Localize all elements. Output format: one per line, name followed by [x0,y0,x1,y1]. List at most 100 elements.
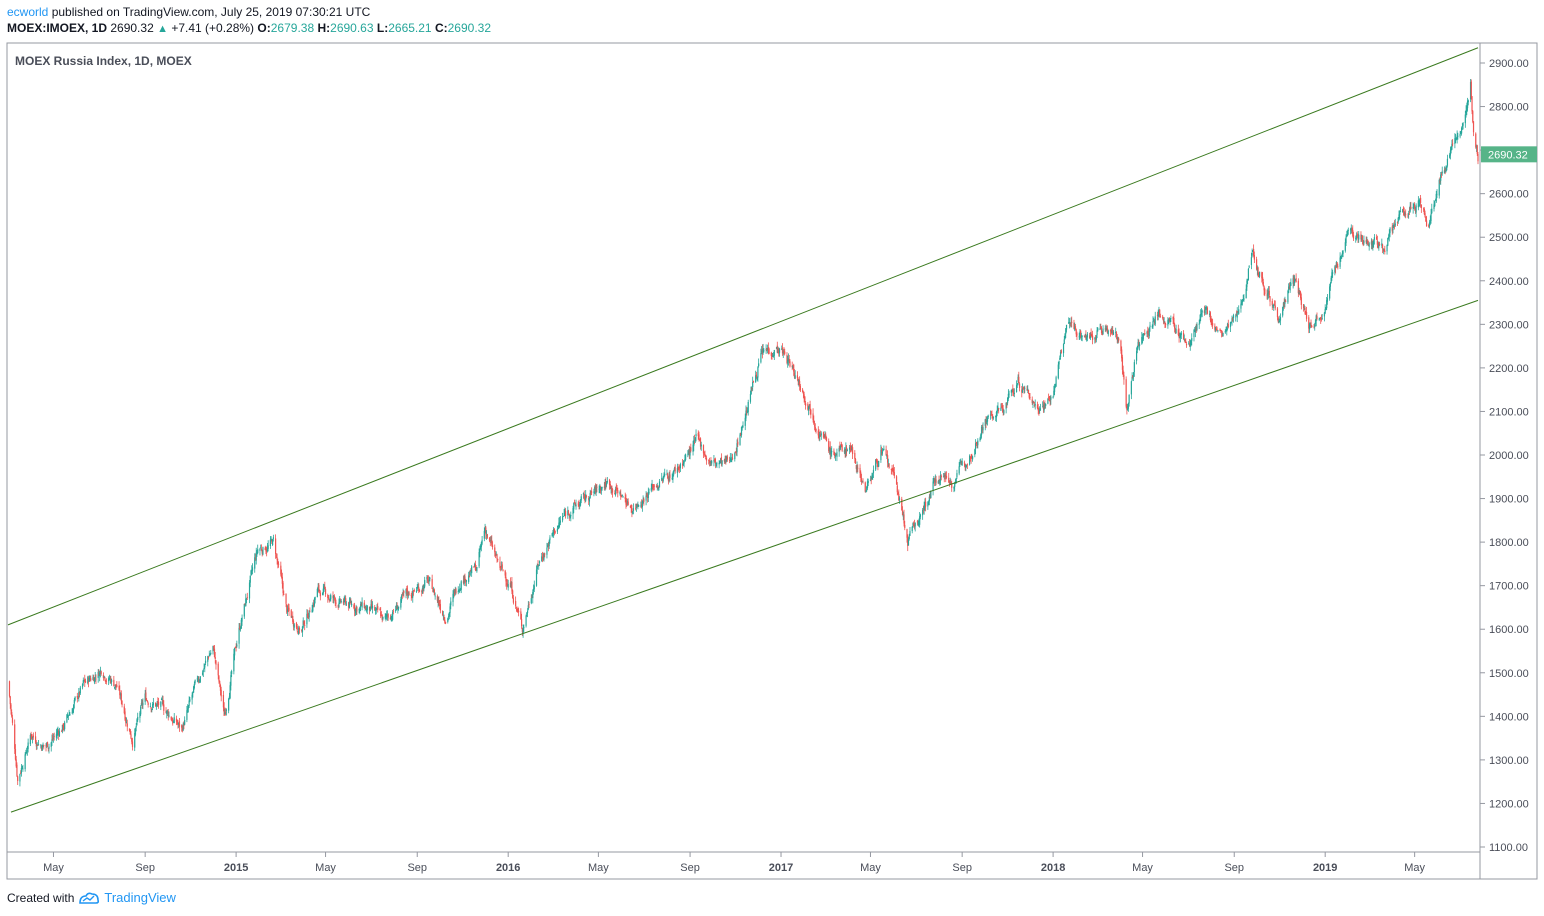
candle-body [875,458,878,461]
candle-body [642,498,644,502]
candle-body [772,355,774,357]
candle-body [111,679,113,683]
candle-body [697,432,699,437]
candle-body [687,450,690,454]
low-value: 2665.21 [388,21,432,35]
candle-body [1212,322,1214,326]
candle-body [918,523,920,525]
candle-body [622,496,624,497]
candle-body [794,375,796,379]
candle-body [709,462,711,464]
candle-body [292,615,294,622]
candle-body [365,607,367,610]
candle-body [1469,82,1472,100]
candle-body [512,598,515,603]
candle-body [421,587,424,594]
candle-body [1360,234,1362,240]
candle-body [1039,408,1042,410]
candle-body [1044,404,1046,406]
candle-body [1011,389,1013,392]
candle-body [229,685,231,699]
price-axis[interactable]: 2900.002800.002700.002600.002500.002400.… [1480,58,1529,854]
candle-body [1191,338,1193,341]
candle-body [406,588,408,592]
candle-body [1257,267,1259,275]
candle-body [1262,281,1264,287]
candle-body [408,592,410,596]
candle-body [32,735,34,738]
candle-body [975,442,977,443]
candle-body [1345,236,1347,244]
candle-body [151,709,153,710]
candle-body [767,347,769,351]
candle-body [793,364,795,372]
candle-body [108,678,110,682]
candle-body [1460,132,1462,133]
candle-body [965,465,967,468]
candle-body [317,586,319,589]
candle-body [181,728,184,731]
candle-body [1007,393,1009,399]
time-axis[interactable]: May Sep 2015 May Sep 2016 May Sep 2017 May Sep 2018… [43,852,1426,874]
candle-body [259,548,261,552]
candle-body [78,692,80,698]
candle-body [796,375,799,378]
candle-body [948,477,950,483]
candle-body [679,464,681,469]
candle-body [139,712,141,718]
candle-body [548,540,550,547]
candle-body [1174,323,1176,329]
candle-body [1130,381,1132,395]
candle-body [710,462,712,463]
candle-body [787,360,789,363]
candle-body [958,466,960,474]
candle-body [485,535,488,537]
candle-body [948,481,951,484]
candle-body [614,492,616,495]
candle-body [116,685,118,688]
candle-body [673,470,675,475]
candle-body [614,488,617,496]
candle-body [69,713,71,716]
candle-body [1131,376,1133,381]
ohlc-legend: MOEX:IMOEX, 1D 2690.32 ▲ +7.41 (+0.28%) … [7,21,491,35]
candle-body [1007,397,1009,403]
candle-body [609,484,611,489]
candle-body [30,735,32,737]
candle-body [528,604,530,606]
candle-body [799,381,801,386]
author-link[interactable]: ecworld [7,5,49,19]
candle-body [995,415,997,418]
candle-body [638,505,640,507]
candle-body [679,467,681,469]
candle-body [14,749,17,760]
candle-body [1315,315,1317,322]
candle-body [1476,145,1478,154]
candle-body [761,348,763,355]
candle-body [1190,340,1192,345]
candle-body [424,580,426,587]
candle-body [1303,308,1305,310]
candle-body [688,449,690,455]
close-label: C: [434,21,448,35]
candle-body [1052,396,1054,398]
candle-body [723,459,725,462]
candle-body [230,675,232,686]
candle-body [919,514,922,517]
candle-body [881,451,883,454]
candle-body [822,432,825,438]
candle-body [452,593,454,603]
candle-body [544,553,546,555]
tradingview-brand-link[interactable]: TradingView [104,890,176,905]
candle-body [766,347,769,351]
candle-body [363,602,365,608]
candle-body [741,426,743,428]
candle-body [997,406,999,411]
candle-body [995,412,998,418]
candle-body [912,523,914,526]
candle-body [1206,306,1208,310]
candle-body [1194,330,1196,332]
candle-body [418,589,421,592]
candle-body [567,511,570,513]
